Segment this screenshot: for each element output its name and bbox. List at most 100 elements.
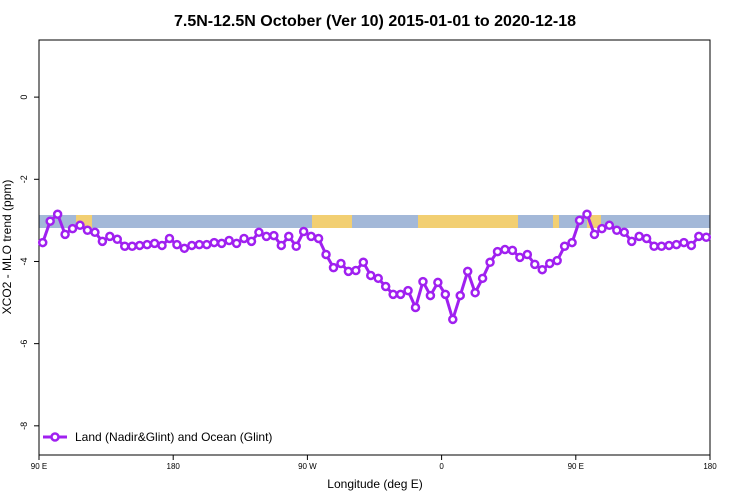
point [149,238,160,249]
point [455,290,465,301]
point [75,220,85,231]
point [37,237,48,248]
point [231,238,242,249]
point [462,266,473,277]
point [574,215,585,226]
point [261,231,272,242]
map-strip [39,215,710,228]
point [425,290,436,301]
point [269,230,279,241]
point [358,257,369,268]
x-tick-label: 180 [703,462,717,471]
point [656,241,667,252]
point [45,216,55,226]
point [537,264,547,275]
point [134,240,145,251]
point [90,227,100,238]
point [105,231,115,242]
point [679,237,689,248]
legend-marker [50,432,60,442]
point [373,273,383,284]
point [418,276,428,287]
point [433,277,443,288]
y-tick-label: -6 [19,340,29,348]
legend: Land (Nadir&Glint) and Ocean (Glint) [43,430,272,444]
legend-label: Land (Nadir&Glint) and Ocean (Glint) [75,430,272,444]
y-tick-label: -2 [19,175,29,183]
point [246,236,257,247]
point [336,258,346,269]
point [388,289,398,300]
point [403,285,413,296]
point [127,241,137,252]
point [477,273,488,284]
x-tick-label: 180 [167,462,181,471]
point [440,289,451,300]
point [485,257,495,268]
y-tick-label: -4 [19,257,29,265]
point [507,245,518,256]
point [522,249,533,260]
point [671,239,682,250]
point [448,314,458,325]
point [641,233,652,244]
series-line [41,211,707,325]
point [60,229,70,240]
point [321,249,331,260]
point [500,244,510,255]
point [194,239,205,250]
point [202,239,212,250]
point [239,233,249,244]
point [179,243,190,254]
point [380,281,391,292]
point [224,235,234,246]
point [82,225,93,235]
point [552,255,562,266]
point [298,226,309,237]
point [395,289,406,300]
point [664,240,674,251]
point [313,233,324,244]
point [112,234,123,245]
y-tick-label: 0 [19,95,29,100]
point [619,227,630,238]
chart-title: 7.5N-12.5N October (Ver 10) 2015-01-01 t… [174,13,576,30]
point [157,240,167,251]
point [366,270,376,281]
point [306,231,316,242]
point [530,259,540,270]
y-axis-label: XCO2 - MLO trend (ppm) [0,180,14,315]
point [119,241,130,252]
point [164,233,175,244]
point [597,223,607,234]
point [567,237,577,248]
x-tick-label: 90 E [568,462,584,471]
y-tick-label: -8 [19,422,29,430]
point [187,240,197,251]
point [686,240,697,251]
point [52,209,63,219]
point [142,239,152,250]
x-tick-label: 90 W [298,462,317,471]
point [410,302,421,313]
point [694,231,704,242]
x-tick-label: 0 [439,462,444,471]
point [544,258,555,269]
point [626,236,637,247]
point [284,231,294,242]
point [291,241,301,252]
point [559,241,570,252]
point [649,241,659,252]
point [254,227,264,238]
point [612,225,622,235]
x-axis-label: Longitude (deg E) [327,477,422,491]
point [582,209,592,219]
point [470,287,480,298]
point [328,262,339,273]
point [67,223,78,234]
point [492,246,503,257]
point [515,252,525,263]
point [634,231,644,242]
point [209,237,219,248]
